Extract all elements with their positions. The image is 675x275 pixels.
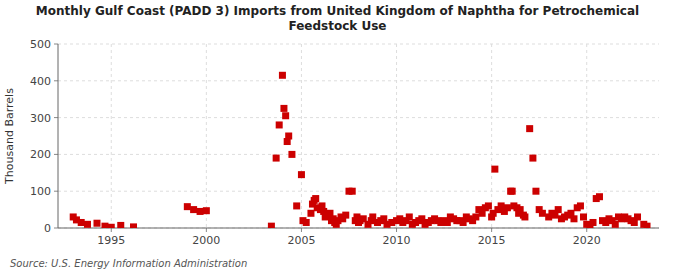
point — [203, 207, 210, 214]
point — [485, 202, 492, 209]
y-grid-line — [58, 154, 659, 155]
x-grid-line — [111, 44, 112, 228]
x-tick-label: 2010 — [383, 234, 411, 247]
y-tick-label: 0 — [44, 222, 51, 235]
point — [504, 204, 511, 211]
x-tick — [396, 228, 397, 232]
y-tick-label: 100 — [30, 185, 51, 198]
point — [342, 212, 349, 219]
y-grid-line — [58, 80, 659, 81]
source-note: Source: U.S. Energy Information Administ… — [10, 258, 247, 269]
point — [526, 125, 533, 132]
y-tick — [54, 228, 58, 229]
point — [577, 202, 584, 209]
point — [491, 166, 498, 173]
point — [521, 213, 528, 220]
x-tick-label: 2000 — [192, 234, 220, 247]
point — [78, 219, 85, 226]
y-grid-line — [58, 191, 659, 192]
point — [472, 213, 479, 220]
point — [529, 155, 536, 162]
point — [298, 171, 305, 178]
x-tick-label: 1995 — [97, 234, 125, 247]
point — [303, 219, 310, 226]
y-tick-label: 300 — [30, 112, 51, 125]
point — [555, 206, 562, 213]
x-grid-line — [301, 44, 302, 228]
point — [273, 155, 280, 162]
point — [509, 188, 516, 195]
x-tick — [111, 228, 112, 232]
x-tick — [206, 228, 207, 232]
point — [117, 222, 124, 228]
point — [539, 210, 546, 217]
x-tick-label: 2005 — [287, 234, 315, 247]
point — [197, 208, 204, 215]
y-axis-label: Thousand Barrels — [3, 88, 16, 185]
chart: Monthly Gulf Coast (PADD 3) Imports from… — [0, 0, 675, 275]
point — [280, 105, 287, 112]
point — [612, 221, 619, 228]
point — [580, 213, 587, 220]
x-tick — [301, 228, 302, 232]
point — [276, 121, 283, 128]
x-grid-line — [586, 44, 587, 228]
point — [190, 206, 197, 213]
point — [570, 215, 577, 222]
y-tick — [54, 154, 58, 155]
point — [307, 210, 314, 217]
point — [634, 213, 641, 220]
y-tick — [54, 80, 58, 81]
point — [590, 219, 597, 226]
point — [596, 193, 603, 200]
y-tick-label: 200 — [30, 148, 51, 161]
x-tick-label: 2020 — [573, 234, 601, 247]
x-tick-label: 2015 — [478, 234, 506, 247]
page: {"chart_data": {"type": "scatter", "titl… — [0, 0, 675, 275]
point — [644, 223, 651, 228]
x-grid-line — [396, 44, 397, 228]
points — [70, 72, 651, 228]
y-grid-line — [58, 117, 659, 118]
title-line: Monthly Gulf Coast (PADD 3) Imports from… — [36, 4, 639, 18]
x-tick — [491, 228, 492, 232]
x-grid-line — [491, 44, 492, 228]
point — [349, 188, 356, 195]
point — [312, 195, 319, 202]
x-tick — [586, 228, 587, 232]
point — [282, 112, 289, 119]
plot-area — [58, 44, 659, 228]
y-tick — [54, 117, 58, 118]
point — [268, 223, 275, 228]
point — [279, 72, 286, 79]
point — [101, 223, 108, 228]
y-grid-line — [58, 228, 659, 229]
point — [108, 224, 115, 228]
y-grid-line — [58, 44, 659, 45]
title: Monthly Gulf Coast (PADD 3) Imports from… — [36, 4, 639, 33]
title-line: Feedstock Use — [289, 19, 387, 33]
ticks: 1995 2000 2005 2010 2015 2020 0 100 200 300 400 500 — [30, 38, 601, 247]
x-grid-line — [206, 44, 207, 228]
y-tick — [54, 191, 58, 192]
point — [130, 223, 137, 228]
x-axis-line — [58, 228, 659, 229]
y-tick-label: 400 — [30, 75, 51, 88]
point — [84, 221, 91, 228]
point — [406, 213, 413, 220]
point — [532, 188, 539, 195]
point — [285, 133, 292, 140]
point — [288, 151, 295, 158]
y-axis-line — [58, 44, 59, 228]
y-tick-label: 500 — [30, 38, 51, 51]
grid — [58, 44, 659, 228]
y-tick — [54, 44, 58, 45]
point — [293, 202, 300, 209]
point — [184, 203, 191, 210]
point — [93, 220, 100, 227]
